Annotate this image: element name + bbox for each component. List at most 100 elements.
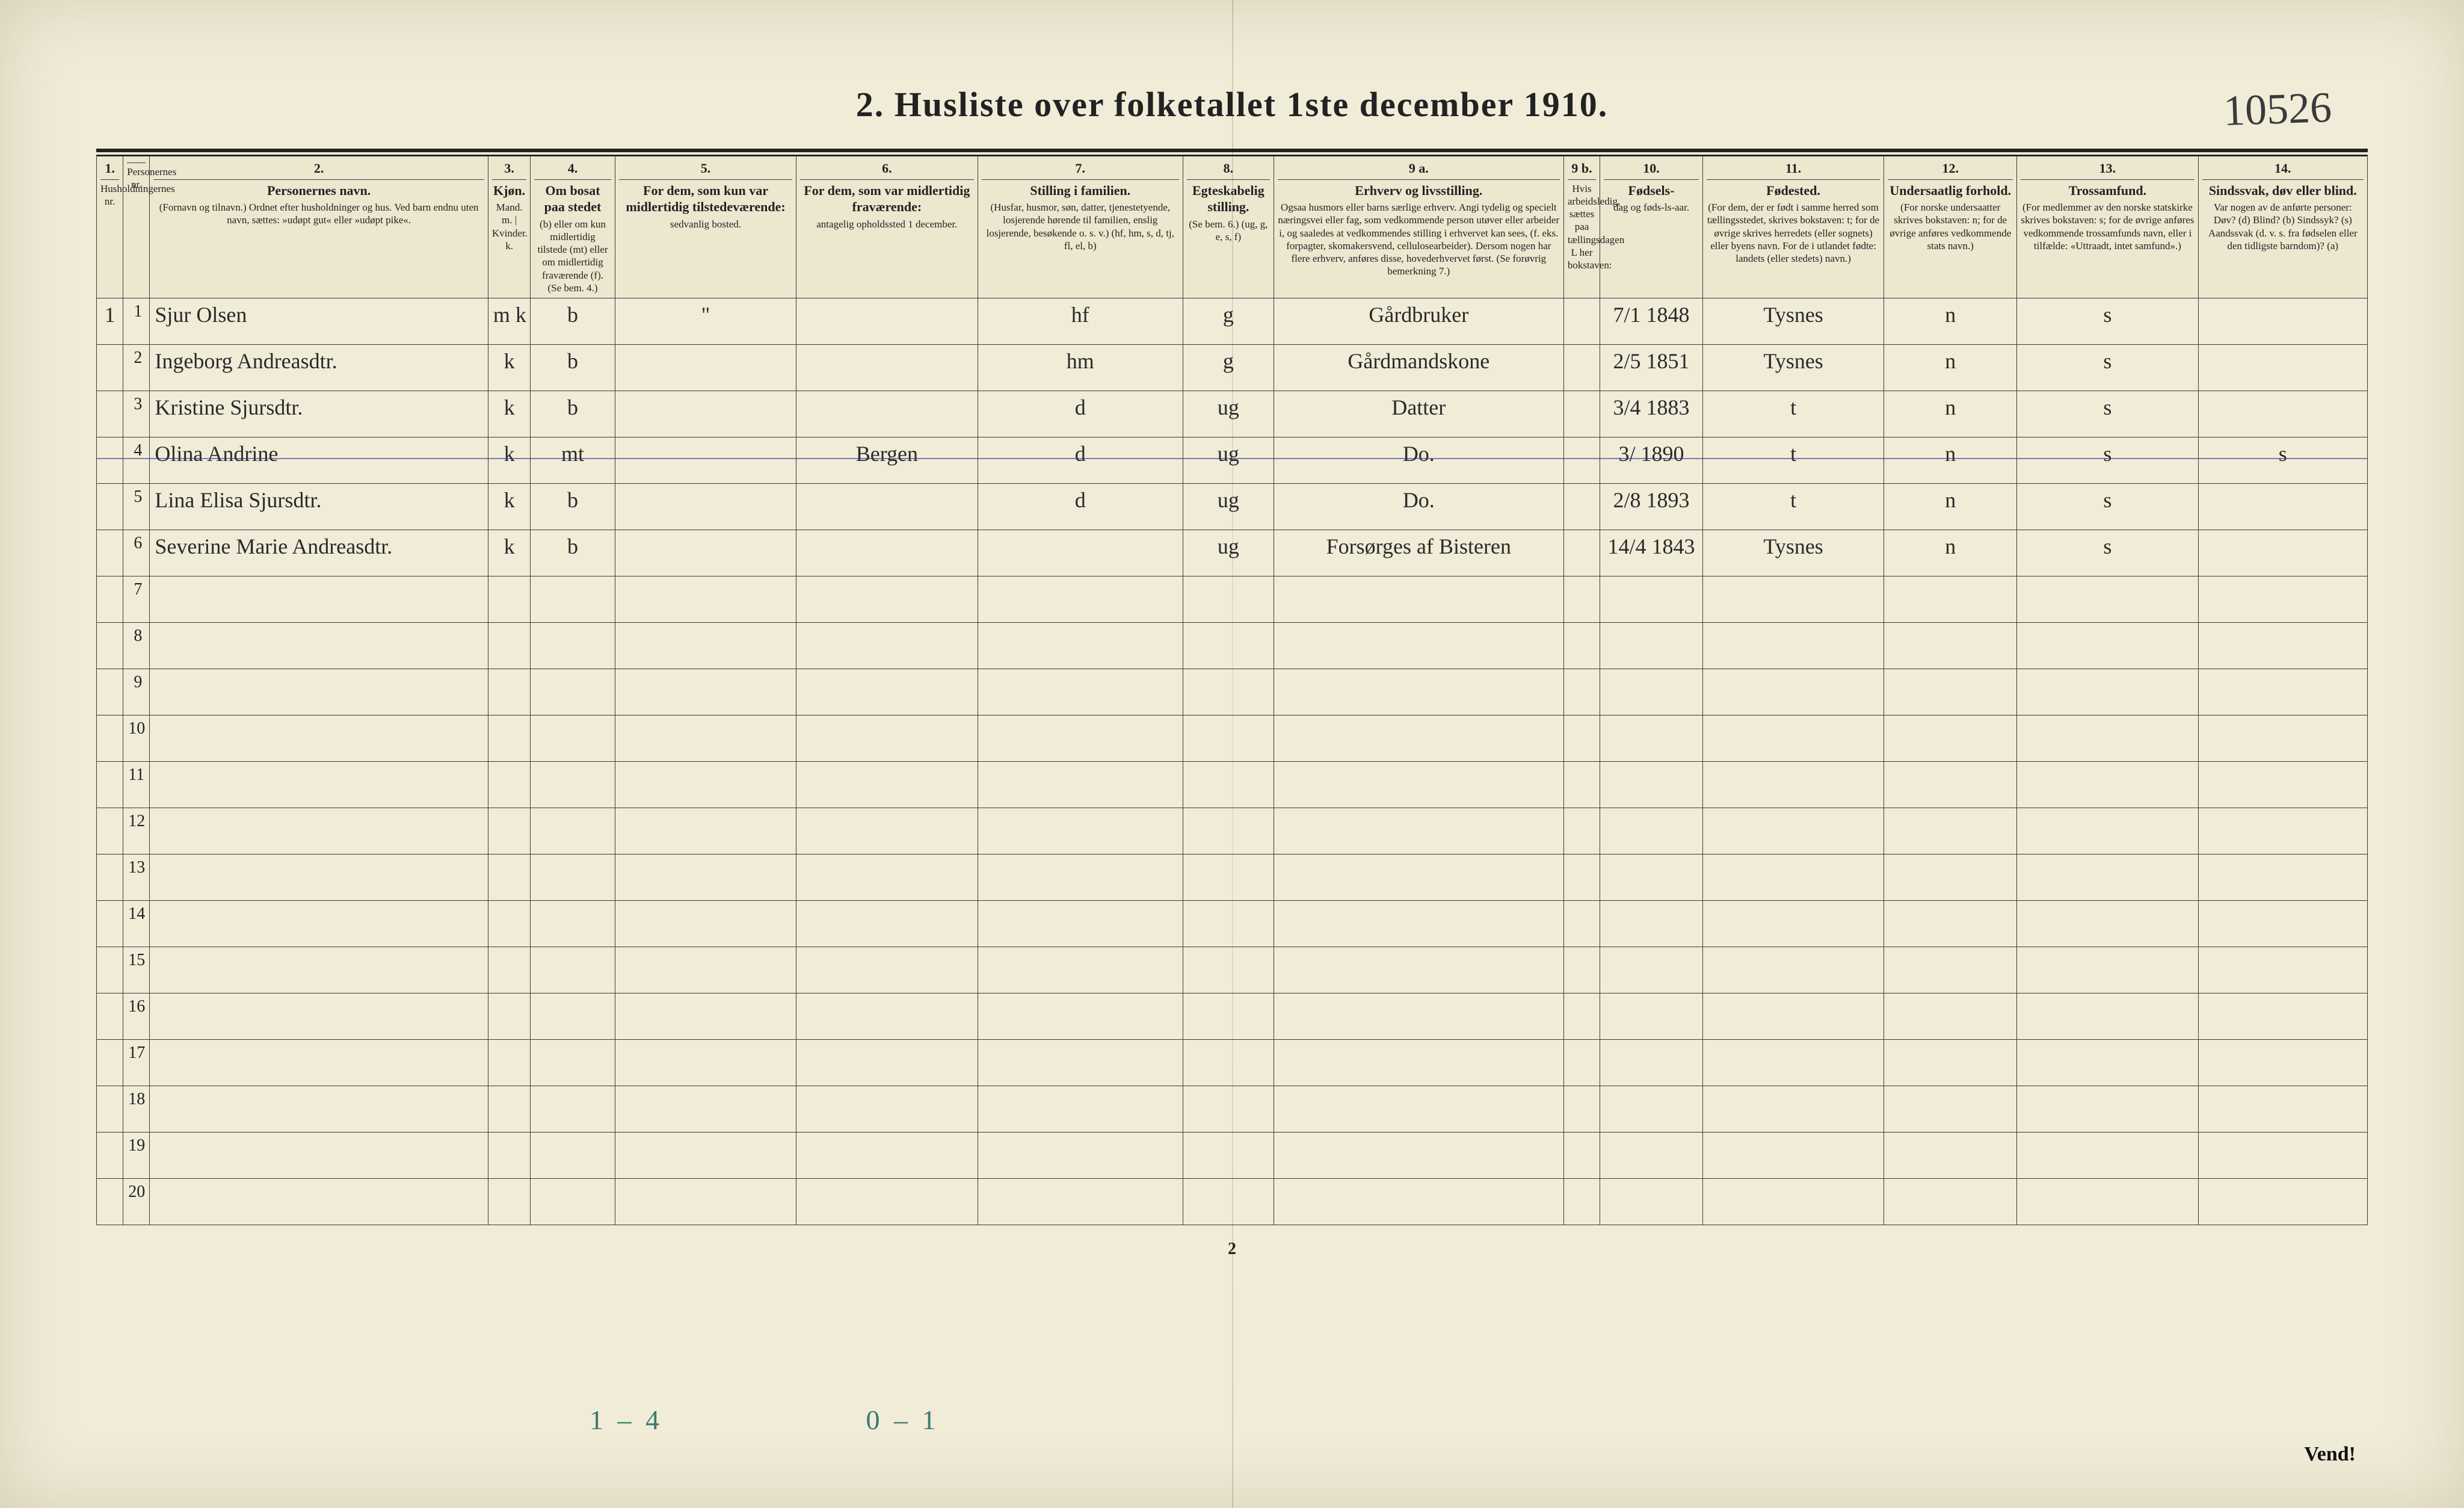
column-header: 2.Personernes navn.(Fornavn og tilnavn.)… <box>150 156 488 298</box>
cell-empty <box>531 993 615 1040</box>
cell-empty: 9 <box>123 669 150 715</box>
cell-empty <box>2017 669 2198 715</box>
table-row: 11Sjur Olsenm kb"hfgGårdbruker7/1 1848Ty… <box>97 298 2368 345</box>
cell-empty: 10 <box>123 715 150 762</box>
column-subheading: (b) eller om kun midlertidig tilstede (m… <box>534 218 611 295</box>
cell-empty <box>1600 854 1703 901</box>
cell-empty <box>1600 1040 1703 1086</box>
cell-empty <box>796 715 978 762</box>
annotation-bottom: 1 – 4 0 – 1 <box>590 1404 940 1436</box>
column-heading: Erhverv og livsstilling. <box>1278 182 1560 199</box>
cell-pos: d <box>978 484 1183 530</box>
cell-sex: m k <box>488 298 530 345</box>
annotation-top-right: 10526 <box>2223 82 2333 136</box>
table-row-empty: 10 <box>97 715 2368 762</box>
table-row-empty: 17 <box>97 1040 2368 1086</box>
column-number: 14. <box>2202 160 2364 180</box>
cell-empty: 15 <box>123 947 150 993</box>
table-row-empty: 14 <box>97 901 2368 947</box>
cell-empty <box>2198 669 2367 715</box>
cell-empty <box>796 1179 978 1225</box>
cell-empty <box>1563 808 1600 854</box>
column-number: 13. <box>2021 160 2194 180</box>
cell-empty <box>488 993 530 1040</box>
cell-empty: 19 <box>123 1133 150 1179</box>
column-subheading: Hvis arbeidsledig, sættes paa tællingsda… <box>1568 182 1596 272</box>
column-number: 9 b. <box>1568 160 1596 180</box>
cell-empty <box>615 854 796 901</box>
cell-empty <box>1600 1133 1703 1179</box>
cell-empty <box>1183 1086 1274 1133</box>
cell-empty <box>1183 808 1274 854</box>
cell-empty <box>1274 669 1563 715</box>
cell-empty <box>1183 901 1274 947</box>
cell-empty <box>1702 576 1883 623</box>
page-title: 2. Husliste over folketallet 1ste decemb… <box>72 84 2392 125</box>
cell-empty <box>97 808 123 854</box>
cell-bdate: 7/1 1848 <box>1600 298 1703 345</box>
cell-empty <box>1600 623 1703 669</box>
cell-empty <box>150 1179 488 1225</box>
column-heading: For dem, som kun var midlertidig tilsted… <box>619 182 792 215</box>
column-header: 12.Undersaatlig forhold.(For norske unde… <box>1884 156 2017 298</box>
cell-empty <box>796 993 978 1040</box>
cell-empty <box>97 1040 123 1086</box>
cell-dis <box>2198 298 2367 345</box>
cell-empty <box>2017 993 2198 1040</box>
cell-empty <box>1274 1086 1563 1133</box>
cell-empty <box>796 762 978 808</box>
cell-empty <box>1563 1179 1600 1225</box>
column-header: Personernes nr. <box>123 156 150 298</box>
column-heading: Egteskabelig stilling. <box>1187 182 1270 215</box>
table-row-empty: 7 <box>97 576 2368 623</box>
cell-nat: n <box>1884 530 2017 576</box>
cell-sex: k <box>488 484 530 530</box>
cell-hh <box>97 484 123 530</box>
cell-empty <box>1884 901 2017 947</box>
cell-empty <box>1183 1040 1274 1086</box>
table-row-empty: 20 <box>97 1179 2368 1225</box>
cell-name: Olina Andrine <box>150 437 488 484</box>
cell-empty <box>1183 1133 1274 1179</box>
cell-empty <box>2198 623 2367 669</box>
cell-empty <box>978 901 1183 947</box>
cell-empty: 13 <box>123 854 150 901</box>
column-heading: Trossamfund. <box>2021 182 2194 199</box>
cell-empty <box>1274 808 1563 854</box>
cell-empty <box>615 901 796 947</box>
cell-empty <box>978 854 1183 901</box>
cell-empty <box>2017 623 2198 669</box>
cell-mar: ug <box>1183 391 1274 437</box>
column-heading: For dem, som var midlertidig fraværende: <box>800 182 973 215</box>
cell-t2 <box>796 345 978 391</box>
column-subheading: sedvanlig bosted. <box>619 218 792 230</box>
column-number: 2. <box>153 160 484 180</box>
cell-bdate: 2/8 1893 <box>1600 484 1703 530</box>
cell-empty: 20 <box>123 1179 150 1225</box>
cell-mar: g <box>1183 345 1274 391</box>
table-row-empty: 15 <box>97 947 2368 993</box>
cell-empty <box>488 715 530 762</box>
cell-bplace: t <box>1702 484 1883 530</box>
cell-empty <box>150 993 488 1040</box>
cell-nat: n <box>1884 345 2017 391</box>
cell-empty <box>1563 1133 1600 1179</box>
cell-empty <box>2198 993 2367 1040</box>
cell-sex: k <box>488 530 530 576</box>
cell-empty <box>150 576 488 623</box>
column-header: 9 b.Hvis arbeidsledig, sættes paa tællin… <box>1563 156 1600 298</box>
table-row-empty: 12 <box>97 808 2368 854</box>
cell-empty <box>978 947 1183 993</box>
cell-empty <box>2017 1086 2198 1133</box>
cell-empty <box>615 993 796 1040</box>
cell-empty <box>615 947 796 993</box>
cell-bflag <box>1563 484 1600 530</box>
cell-nat: n <box>1884 437 2017 484</box>
cell-empty <box>150 762 488 808</box>
cell-empty <box>796 576 978 623</box>
cell-empty <box>1563 669 1600 715</box>
cell-name: Kristine Sjursdtr. <box>150 391 488 437</box>
cell-empty <box>1884 808 2017 854</box>
cell-empty: 7 <box>123 576 150 623</box>
cell-empty <box>2198 947 2367 993</box>
